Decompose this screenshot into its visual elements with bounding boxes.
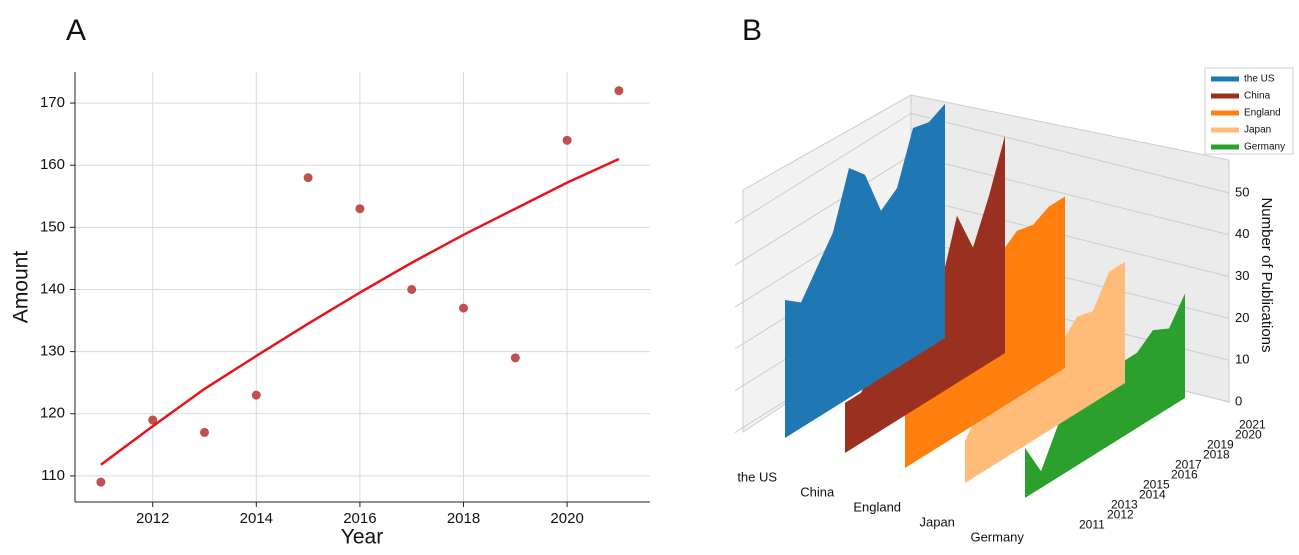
category-label: China xyxy=(800,484,835,499)
x-tick-label: 2018 xyxy=(447,510,480,527)
x-tick-label: 2016 xyxy=(343,510,376,527)
point xyxy=(407,284,417,294)
grid-line xyxy=(734,154,912,266)
z-tick-label: 30 xyxy=(1235,268,1249,283)
y-tick-label: 150 xyxy=(40,218,65,235)
year-tick-label: 2011 xyxy=(1079,518,1105,532)
area-polygon xyxy=(785,103,945,439)
year-tick-label: 2019 xyxy=(1207,438,1234,452)
x-tick-label: 2020 xyxy=(550,510,583,527)
point xyxy=(96,477,106,487)
y-tick-label: 120 xyxy=(40,405,65,422)
point xyxy=(303,173,313,183)
category-label: the US xyxy=(737,469,777,484)
fit-line xyxy=(100,157,620,466)
y-tick-label: 170 xyxy=(40,94,65,111)
point xyxy=(614,86,624,96)
legend-label: England xyxy=(1244,108,1281,119)
z-tick-label: 50 xyxy=(1235,184,1249,199)
year-tick-label: 2016 xyxy=(1171,468,1198,482)
legend-label: Germany xyxy=(1244,142,1285,153)
x-axis-label: Year xyxy=(341,526,383,549)
year-tick-label: 2021 xyxy=(1239,418,1266,432)
area-polygon xyxy=(1025,293,1185,498)
year-tick-label: 2013 xyxy=(1111,498,1138,512)
year-tick-label: 2012 xyxy=(1107,508,1134,522)
y-tick-label: 130 xyxy=(40,343,65,360)
point xyxy=(562,135,572,145)
z-tick-label: 10 xyxy=(1235,352,1249,367)
category-label: Japan xyxy=(919,514,954,529)
year-tick-label: 2017 xyxy=(1175,458,1202,472)
z-axis-label: Number of Publications xyxy=(1258,197,1275,352)
x-tick-label: 2012 xyxy=(136,510,169,527)
year-tick-label: 2015 xyxy=(1143,478,1170,492)
legend-label: Japan xyxy=(1244,125,1271,136)
y-tick-label: 110 xyxy=(41,467,65,484)
y-axis-label: Amount xyxy=(10,251,33,324)
category-label: Germany xyxy=(970,529,1024,544)
grid-line xyxy=(734,112,912,224)
point xyxy=(251,390,261,400)
legend-label: the US xyxy=(1244,74,1275,85)
point xyxy=(459,303,469,313)
year-tick-label: 2014 xyxy=(1139,488,1166,502)
y-tick-label: 160 xyxy=(40,156,65,173)
panel-label: A xyxy=(66,14,86,47)
grid-line xyxy=(910,196,1230,278)
point xyxy=(510,353,520,363)
grid-line xyxy=(910,154,1230,236)
point xyxy=(148,415,158,425)
legend-label: China xyxy=(1244,91,1271,102)
z-tick-label: 0 xyxy=(1235,393,1242,408)
year-tick-label: 2020 xyxy=(1235,428,1262,442)
category-label: England xyxy=(853,499,901,514)
point xyxy=(355,204,365,214)
grid-line xyxy=(910,112,1230,194)
y-tick-label: 140 xyxy=(40,280,65,297)
z-tick-label: 20 xyxy=(1235,310,1249,325)
year-tick-label: 2018 xyxy=(1203,448,1230,462)
z-tick-label: 40 xyxy=(1235,226,1249,241)
panel-label: B xyxy=(742,14,762,47)
point xyxy=(200,427,210,437)
x-tick-label: 2014 xyxy=(240,510,273,527)
